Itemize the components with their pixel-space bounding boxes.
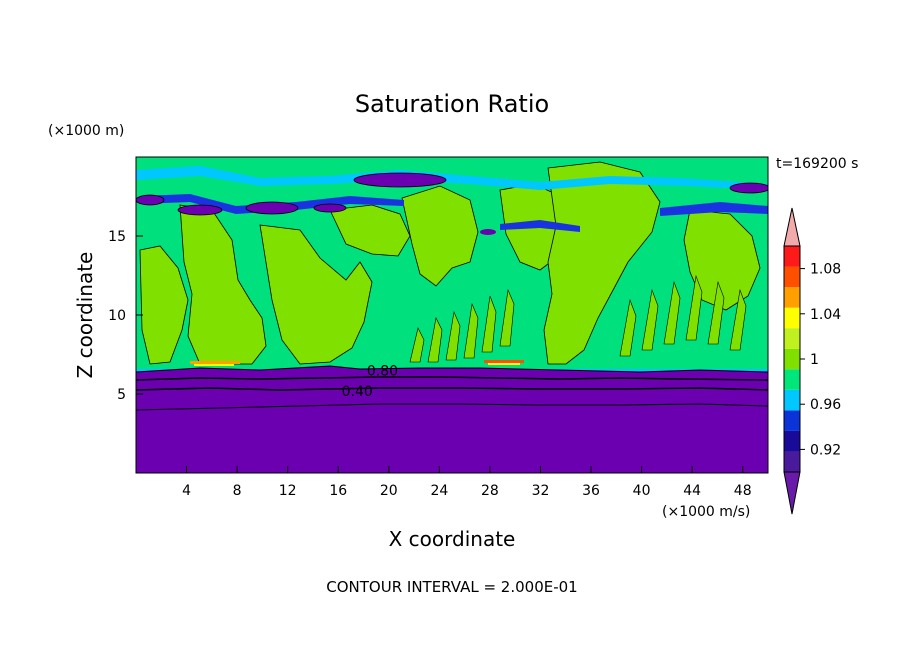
- x-tick-label: 12: [279, 483, 297, 499]
- y-tick-label: 15: [108, 229, 126, 245]
- x-unit-label: (×1000 m/s): [662, 504, 750, 520]
- contour-labels: 0.80 0.40: [342, 363, 398, 400]
- colorbar-tick-label: 0.96: [810, 397, 841, 413]
- y-unit-label: (×1000 m): [48, 123, 124, 139]
- x-axis-ticks: 4 8 12 16 20 24 28 32 36 40 44 48: [182, 466, 752, 499]
- x-axis-title: X coordinate: [389, 527, 516, 551]
- y-axis-ticks: 5 10 15: [108, 229, 143, 403]
- colorbar-over-arrow: [783, 207, 801, 247]
- colorbar-swatch: [784, 246, 800, 267]
- y-axis-title: Z coordinate: [73, 252, 97, 379]
- dry-streak: [660, 202, 768, 216]
- time-label: t=169200 s: [776, 156, 858, 172]
- x-tick-label: 28: [481, 483, 499, 499]
- colorbar-swatch: [784, 430, 800, 452]
- x-tick-label: 32: [532, 483, 550, 499]
- moist-patch: [139, 245, 189, 365]
- chart-title: Saturation Ratio: [355, 90, 549, 118]
- dry-core: [353, 172, 447, 188]
- x-tick-label: 16: [329, 483, 347, 499]
- colorbar-swatch: [784, 328, 800, 349]
- supersaturated-strip: [488, 363, 520, 365]
- supersaturated-strip: [194, 364, 234, 366]
- colorbar: 0.92 0.96 1 1.04 1.08: [783, 207, 841, 515]
- contour-label: 0.80: [367, 363, 398, 379]
- colorbar-tick-label: 1.04: [810, 307, 841, 323]
- moist-patch: [259, 224, 373, 365]
- moist-patch: [543, 161, 661, 365]
- colorbar-tick-label: 0.92: [810, 442, 841, 458]
- y-tick-label: 10: [108, 308, 126, 324]
- supersaturated-strip: [484, 360, 524, 363]
- dry-core: [313, 203, 347, 213]
- x-tick-label: 36: [582, 483, 600, 499]
- moist-filaments: [409, 274, 747, 363]
- x-tick-label: 44: [683, 483, 701, 499]
- dry-core: [136, 194, 165, 206]
- supersaturated-strip: [190, 361, 240, 364]
- dry-core: [245, 201, 299, 215]
- moist-patch: [179, 204, 267, 365]
- x-tick-label: 40: [633, 483, 651, 499]
- colorbar-swatch: [784, 410, 800, 431]
- moist-patch: [329, 204, 411, 257]
- colorbar-swatch: [784, 266, 800, 288]
- dry-core: [480, 229, 496, 235]
- contour-line: [136, 403, 768, 411]
- x-tick-label: 48: [734, 483, 752, 499]
- colorbar-swatch: [784, 307, 800, 329]
- contour-interval-footer: CONTOUR INTERVAL = 2.000E-01: [326, 578, 577, 596]
- x-tick-label: 20: [380, 483, 398, 499]
- contour-line: [136, 387, 768, 391]
- dry-core: [177, 204, 223, 216]
- y-tick-label: 5: [117, 387, 126, 403]
- moist-patch: [401, 185, 479, 287]
- moist-patch: [683, 209, 761, 311]
- colorbar-swatch: [784, 287, 800, 308]
- colorbar-under-arrow: [783, 471, 801, 515]
- dry-core: [729, 182, 768, 194]
- x-tick-label: 24: [430, 483, 448, 499]
- colorbar-swatch: [784, 369, 800, 390]
- colorbar-swatch: [784, 348, 800, 370]
- lower-region: [136, 365, 768, 473]
- x-tick-label: 4: [182, 483, 191, 499]
- colorbar-swatch: [784, 389, 800, 411]
- contour-line: [136, 376, 768, 381]
- dry-streak: [136, 166, 768, 190]
- colorbar-tick-label: 1.08: [810, 262, 841, 278]
- colorbar-tick-label: 1: [810, 352, 819, 368]
- contour-field: [136, 157, 768, 473]
- x-tick-label: 8: [233, 483, 242, 499]
- colorbar-swatch: [784, 451, 800, 472]
- contour-label: 0.40: [342, 384, 373, 400]
- dry-streak: [500, 220, 580, 232]
